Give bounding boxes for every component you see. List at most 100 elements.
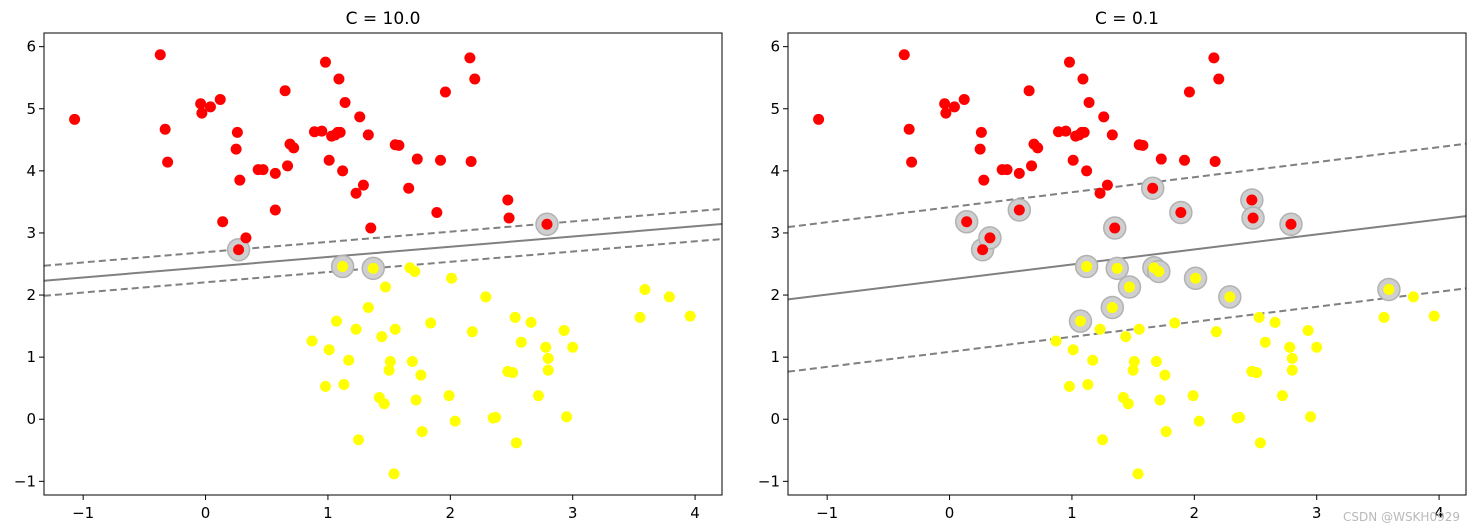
data-point-red bbox=[1106, 129, 1118, 141]
y-tick-label: 3 bbox=[26, 224, 36, 242]
data-point-red bbox=[365, 222, 377, 234]
data-point-yellow bbox=[376, 331, 388, 343]
x-tick-label: 4 bbox=[1434, 504, 1444, 522]
y-tick-label: 1 bbox=[770, 348, 780, 366]
data-point-yellow bbox=[319, 380, 331, 392]
data-point-red bbox=[240, 232, 252, 244]
x-tick-label: 0 bbox=[945, 504, 955, 522]
data-point-yellow bbox=[639, 283, 651, 295]
data-point-yellow bbox=[1284, 341, 1296, 353]
data-point-yellow bbox=[567, 341, 579, 353]
data-point-yellow bbox=[1082, 378, 1094, 390]
data-point-yellow bbox=[1063, 380, 1075, 392]
data-point-red bbox=[1179, 154, 1191, 166]
data-point-red bbox=[961, 216, 973, 228]
data-point-red bbox=[69, 113, 81, 125]
x-tick-label: 3 bbox=[1312, 504, 1322, 522]
data-point-red bbox=[1094, 187, 1106, 199]
x-tick-label: 4 bbox=[690, 504, 700, 522]
data-point-yellow bbox=[1210, 326, 1222, 338]
data-point-yellow bbox=[323, 344, 335, 356]
data-point-yellow bbox=[1081, 260, 1093, 272]
data-point-red bbox=[1246, 194, 1258, 206]
margin-line-upper bbox=[44, 207, 722, 267]
data-point-yellow bbox=[1286, 352, 1298, 364]
data-point-red bbox=[233, 244, 245, 256]
data-point-red bbox=[974, 143, 986, 155]
data-point-yellow bbox=[338, 378, 350, 390]
data-point-red bbox=[1023, 85, 1035, 97]
data-point-red bbox=[234, 174, 246, 186]
data-point-yellow bbox=[443, 390, 455, 402]
data-point-yellow bbox=[416, 426, 428, 438]
data-point-yellow bbox=[353, 434, 365, 446]
y-tick-label: 5 bbox=[26, 100, 36, 118]
data-point-yellow bbox=[480, 291, 492, 303]
data-point-red bbox=[1063, 56, 1075, 68]
data-point-yellow bbox=[367, 262, 379, 274]
data-point-red bbox=[948, 101, 960, 113]
data-point-red bbox=[975, 126, 987, 138]
data-point-yellow bbox=[1087, 354, 1099, 366]
data-point-red bbox=[393, 139, 405, 151]
data-point-yellow bbox=[1133, 323, 1145, 335]
y-tick-label: 0 bbox=[26, 410, 36, 428]
data-point-yellow bbox=[1169, 317, 1181, 329]
data-point-red bbox=[154, 49, 166, 61]
data-point-red bbox=[898, 49, 910, 61]
data-point-red bbox=[978, 174, 990, 186]
data-point-yellow bbox=[388, 468, 400, 480]
data-point-yellow bbox=[1074, 315, 1086, 327]
x-tick-label: 2 bbox=[446, 504, 456, 522]
data-point-yellow bbox=[1154, 394, 1166, 406]
x-tick-label: −1 bbox=[816, 504, 838, 522]
data-point-red bbox=[1032, 142, 1044, 154]
data-point-red bbox=[279, 85, 291, 97]
data-point-yellow bbox=[350, 323, 362, 335]
data-point-red bbox=[502, 194, 514, 206]
data-point-red bbox=[503, 212, 515, 224]
data-point-red bbox=[1101, 179, 1113, 191]
data-point-red bbox=[357, 179, 369, 191]
data-point-yellow bbox=[343, 354, 355, 366]
data-point-red bbox=[288, 142, 300, 154]
data-point-yellow bbox=[446, 272, 458, 284]
data-point-red bbox=[939, 98, 951, 110]
data-point-red bbox=[1209, 156, 1221, 168]
data-point-red bbox=[906, 156, 918, 168]
data-point-red bbox=[196, 107, 208, 119]
data-point-yellow bbox=[409, 265, 421, 277]
data-point-red bbox=[1081, 165, 1093, 177]
data-point-yellow bbox=[1150, 355, 1162, 367]
chart-panel-left: C = 10.0 −1 0 1 2 3 4 −1 0 1 2 3 4 5 6 bbox=[14, 9, 723, 522]
y-tick-label: 2 bbox=[770, 286, 780, 304]
data-point-yellow bbox=[1122, 398, 1134, 410]
data-point-red bbox=[465, 156, 477, 168]
data-point-yellow bbox=[1251, 367, 1263, 379]
data-point-yellow bbox=[466, 326, 478, 338]
axes-frame bbox=[787, 32, 1467, 496]
y-tick-label: 5 bbox=[770, 100, 780, 118]
data-point-red bbox=[337, 165, 349, 177]
data-point-red bbox=[333, 73, 345, 85]
data-point-red bbox=[431, 206, 443, 218]
data-point-yellow bbox=[1160, 426, 1172, 438]
data-point-red bbox=[204, 101, 216, 113]
data-point-red bbox=[269, 167, 281, 179]
data-point-red bbox=[257, 164, 269, 176]
data-point-yellow bbox=[1111, 262, 1123, 274]
data-point-yellow bbox=[684, 310, 696, 322]
data-point-yellow bbox=[663, 291, 675, 303]
data-point-yellow bbox=[490, 411, 502, 423]
data-point-red bbox=[541, 218, 553, 230]
data-point-red bbox=[350, 187, 362, 199]
data-point-red bbox=[362, 129, 374, 141]
decision-boundary-line bbox=[44, 222, 722, 282]
data-point-yellow bbox=[507, 367, 519, 379]
data-point-yellow bbox=[1224, 291, 1236, 303]
data-point-red bbox=[316, 125, 328, 137]
data-point-red bbox=[1083, 97, 1095, 109]
data-point-red bbox=[334, 126, 346, 138]
x-tick-label: −1 bbox=[72, 504, 94, 522]
data-point-yellow bbox=[532, 390, 544, 402]
